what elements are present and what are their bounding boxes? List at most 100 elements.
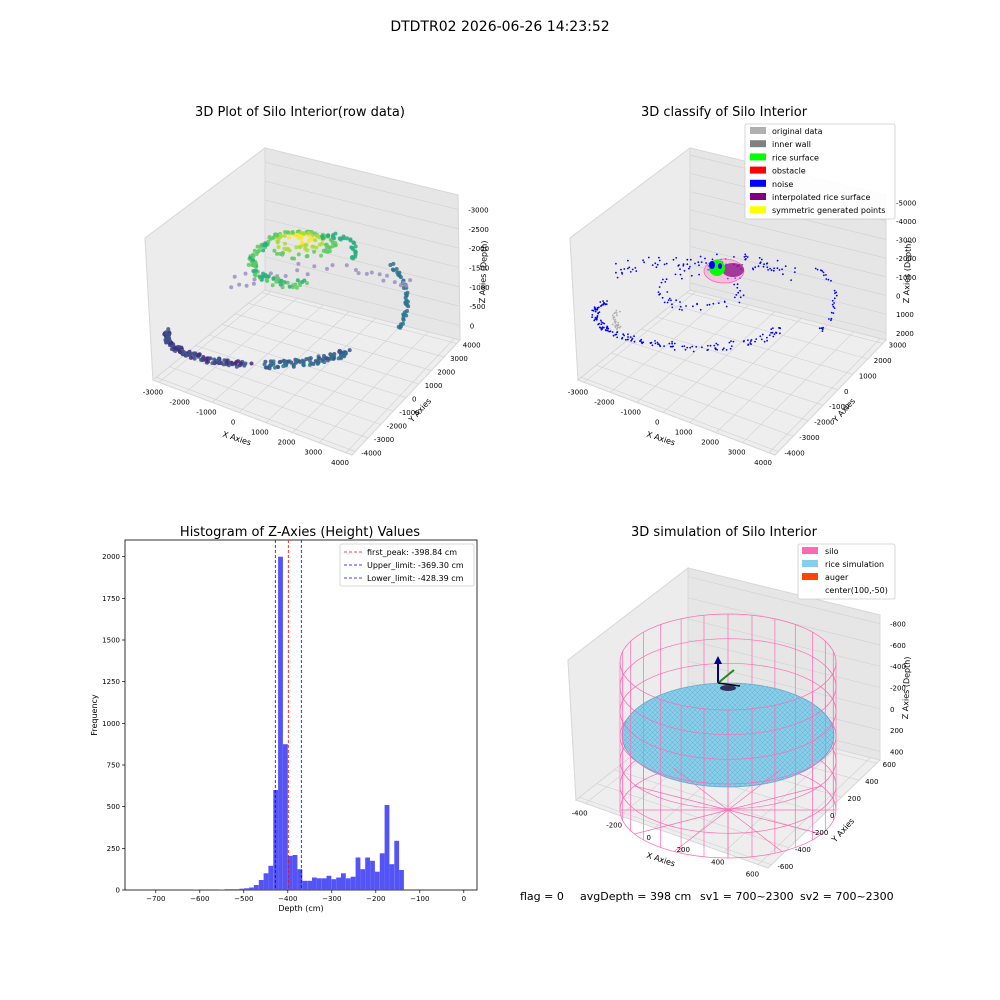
sim-ztick: -200 <box>890 685 906 693</box>
legend-label: original data <box>772 127 823 136</box>
raw-point <box>229 285 234 290</box>
classify-point <box>616 276 619 279</box>
raw-point <box>278 359 283 364</box>
histogram-ylabel: Frequency <box>90 694 99 736</box>
raw-point <box>280 250 285 255</box>
classify-point <box>782 273 784 276</box>
classify-point <box>640 341 643 344</box>
classify-point <box>794 267 796 269</box>
cls-ytick: -4000 <box>784 450 804 458</box>
classify-point <box>749 342 752 344</box>
raw-point <box>305 281 309 286</box>
histogram-bar <box>283 744 288 890</box>
legend-label: Lower_limit: -428.39 cm <box>367 574 464 583</box>
raw-point <box>392 280 397 285</box>
classify-point <box>772 335 775 338</box>
raw-point <box>204 356 209 361</box>
classify-point <box>616 326 619 329</box>
classify-point <box>766 336 768 339</box>
classify-point <box>664 281 667 283</box>
histogram-bar <box>355 857 361 890</box>
histogram-bar <box>394 840 400 890</box>
classify-point <box>689 346 692 349</box>
cls-xtick: 3000 <box>728 449 746 457</box>
sim-ytick: 0 <box>830 812 834 820</box>
simulation-legend: silo rice simulation auger center(100,-50) <box>797 543 896 600</box>
classify-point <box>833 297 836 300</box>
classify-point <box>760 338 763 341</box>
sim-xtick: 0 <box>646 834 650 842</box>
histogram-title: Histogram of Z-Axies (Height) Values <box>180 525 420 540</box>
classify-point <box>778 327 780 329</box>
classify-point <box>615 309 618 312</box>
classify-point <box>678 308 681 311</box>
classify-point <box>623 334 625 337</box>
classify-point <box>672 345 674 348</box>
classify-point <box>773 333 776 335</box>
classify-point <box>706 349 709 351</box>
raw-point <box>232 274 237 279</box>
histogram-bar <box>312 877 317 890</box>
classify-point <box>725 349 728 351</box>
classify-point <box>611 314 614 317</box>
raw-point <box>312 264 317 269</box>
classify-point <box>745 255 747 258</box>
classify-point <box>607 327 610 330</box>
raw-point <box>305 272 310 277</box>
raw-point <box>272 248 277 253</box>
legend-label: center(100,-50) <box>825 586 888 595</box>
classify-point <box>758 257 761 259</box>
classify-point <box>828 318 830 320</box>
classify-point <box>616 328 618 331</box>
classify-point <box>627 267 629 270</box>
classify-point <box>825 274 827 276</box>
raw-point <box>283 241 287 246</box>
classify-point <box>821 270 824 272</box>
raw-xtick: 0 <box>231 418 235 426</box>
histogram-xlabel: Depth (cm) <box>278 904 323 913</box>
classify-point <box>784 265 787 268</box>
raw-point <box>298 283 302 288</box>
classify-point <box>602 322 604 324</box>
classify-point <box>599 301 602 303</box>
raw-point <box>270 235 275 240</box>
raw-point <box>314 245 319 250</box>
classify-point <box>705 262 707 264</box>
classify-point <box>698 264 700 267</box>
raw-point <box>295 268 300 273</box>
classify-point <box>612 316 615 319</box>
sim-ytick: -600 <box>777 863 793 871</box>
classify-point <box>686 346 689 349</box>
histogram-xtick: −100 <box>410 895 429 903</box>
classify-point <box>743 256 746 258</box>
classify-point <box>755 338 758 340</box>
raw-ztick: 0 <box>470 323 474 331</box>
histogram-bar <box>263 873 269 890</box>
classify-point <box>669 345 672 348</box>
classify-point <box>673 349 676 351</box>
classify-point <box>656 263 659 266</box>
legend-label: auger <box>825 573 849 582</box>
sim-ztick: 400 <box>890 748 903 756</box>
histogram-bar <box>345 878 351 890</box>
histogram-ytick: 500 <box>107 803 120 811</box>
raw-point <box>398 283 403 288</box>
classify-point <box>596 315 599 317</box>
classify-center-cluster <box>703 258 745 284</box>
raw-point <box>315 361 320 366</box>
raw-point <box>217 356 222 361</box>
classify-point <box>604 329 607 331</box>
cls-ytick: 3000 <box>889 341 907 349</box>
simulation-xlabel: X Axies <box>645 851 676 869</box>
raw-point <box>295 229 300 234</box>
classify-point <box>620 268 622 271</box>
classify-point <box>642 341 645 344</box>
classify-point <box>639 340 641 342</box>
classify-point <box>744 253 747 256</box>
histogram-ytick: 1500 <box>102 637 120 645</box>
sim-xtick: 600 <box>746 871 759 879</box>
classify-point <box>773 267 775 270</box>
panel-simulation-3d: 3D simulation of Silo Interior -400 -200 0… <box>567 525 912 879</box>
legend-swatch <box>750 127 766 134</box>
classify-point <box>663 301 666 304</box>
